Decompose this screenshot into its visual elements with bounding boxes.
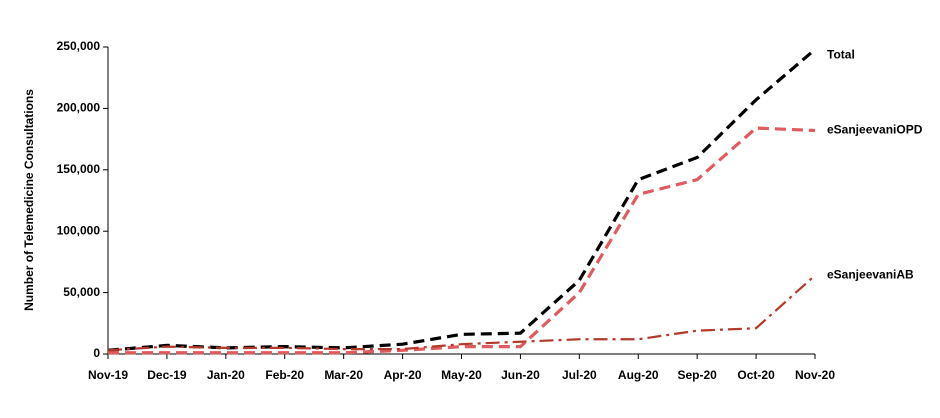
series-label: eSanjeevaniOPD [827,123,923,137]
series-line [107,274,816,352]
x-tick-label: Sep-20 [677,368,717,382]
x-tick-label: Oct-20 [737,368,775,382]
x-tick-label: Apr-20 [384,368,422,382]
x-tick-label: Nov-20 [795,368,835,382]
y-tick-label: 150,000 [57,162,101,176]
y-tick-label: 250,000 [57,39,101,53]
x-tick-label: Jul-20 [562,368,597,382]
x-tick-label: Nov-19 [88,368,128,382]
x-tick-label: Feb-20 [265,368,304,382]
series-label: eSanjeevaniAB [827,268,914,282]
x-tick-label: May-20 [441,368,482,382]
y-axis-title: Number of Telemedicine Consultations [22,89,36,311]
x-tick-label: Mar-20 [324,368,363,382]
y-tick-label: 200,000 [57,101,101,115]
y-tick-label: 100,000 [57,223,101,237]
x-tick-label: Aug-20 [618,368,659,382]
series-line [107,48,817,352]
x-tick-label: Jun-20 [501,368,540,382]
series-label: Total [827,48,855,62]
series-line [108,126,816,355]
y-tick-label: 0 [93,346,100,360]
y-tick-label: 50,000 [63,285,100,299]
x-tick-label: Jan-20 [207,368,245,382]
x-tick-label: Dec-19 [147,368,187,382]
